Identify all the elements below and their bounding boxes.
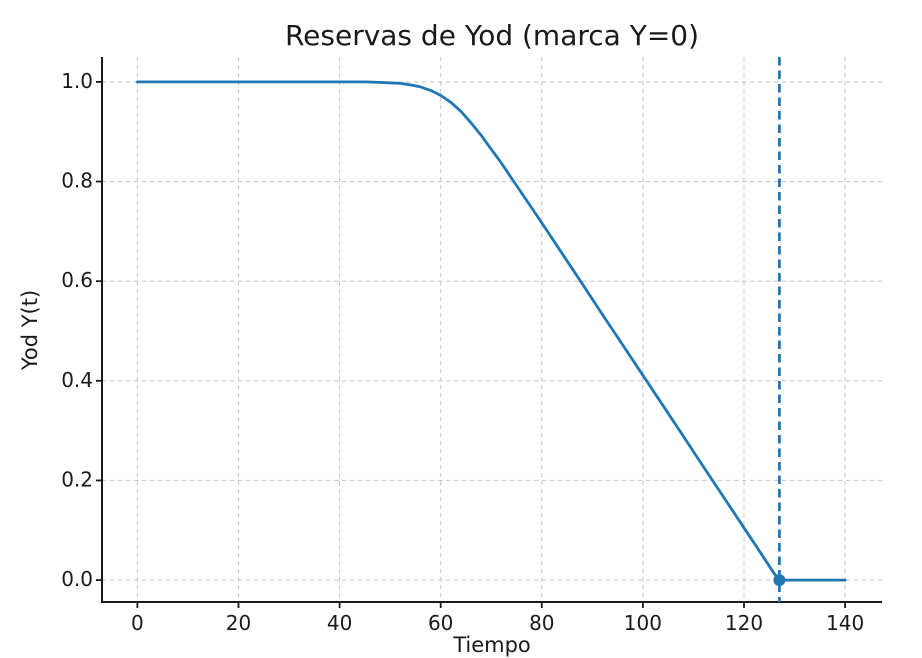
- x-tick-label: 100: [624, 611, 662, 635]
- chart-title: Reservas de Yod (marca Y=0): [285, 19, 699, 52]
- y-tick-label: 0.4: [61, 368, 93, 392]
- grid-layer: [102, 57, 882, 602]
- x-tick-label: 0: [131, 611, 144, 635]
- y-tick-label: 0.8: [61, 169, 93, 193]
- x-tick-label: 40: [327, 611, 352, 635]
- series-line-reservas-yod: [136, 80, 847, 582]
- x-tick-label: 20: [226, 611, 251, 635]
- y-tick-label: 0.2: [61, 467, 93, 491]
- y-tick-label: 1.0: [61, 69, 93, 93]
- x-tick-label: 120: [725, 611, 763, 635]
- y-axis-label: Yod Y(t): [18, 290, 42, 371]
- x-tick-label: 60: [428, 611, 453, 635]
- zero-crossing-marker: [773, 574, 786, 587]
- x-tick-label: 140: [826, 611, 864, 635]
- x-tick-label: 80: [529, 611, 554, 635]
- y-tick-label: 0.0: [61, 567, 93, 591]
- y-tick-label: 0.6: [61, 268, 93, 292]
- tick-layer: 0 20 40 60 80 100 120 140 0.0 0.2 0.4 0.6 0.8 1.0: [61, 69, 864, 635]
- x-axis-label: Tiempo: [452, 633, 531, 657]
